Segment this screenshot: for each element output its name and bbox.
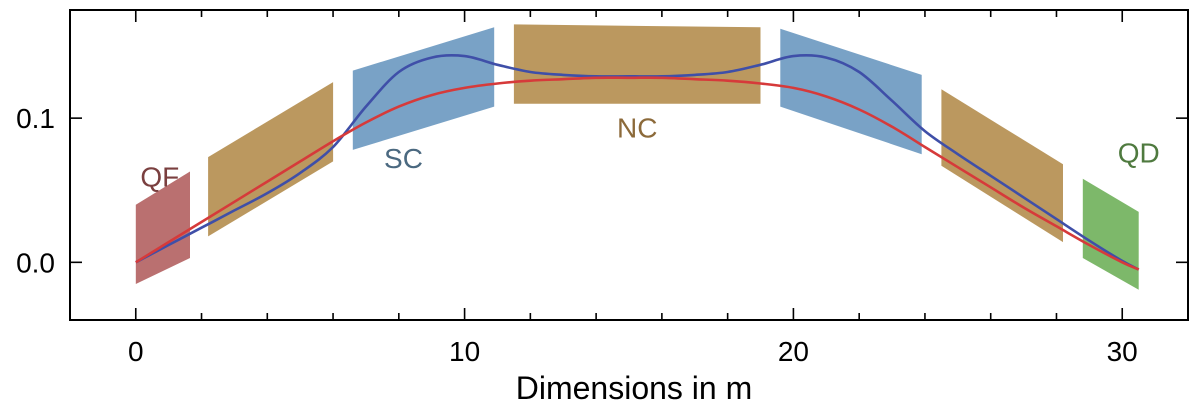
- region-sc: [352, 27, 495, 150]
- x-tick-label: 30: [1107, 336, 1138, 367]
- series-line-2: [135, 76, 1140, 271]
- region-layer: [135, 24, 1139, 290]
- region-label-qf: QF: [140, 162, 179, 193]
- x-tick-label: 0: [128, 336, 144, 367]
- series-layer: [135, 54, 1140, 271]
- plot-frame: [69, 9, 1189, 321]
- y-tick-label: 0.1: [16, 103, 55, 134]
- region-label-layer: QF SC NC QD: [140, 113, 1159, 193]
- region-qd: [1082, 178, 1139, 290]
- region-label-qd: QD: [1118, 138, 1160, 169]
- region-label-sc: SC: [384, 143, 423, 174]
- x-tick-label: 10: [449, 336, 480, 367]
- region-label-nc: NC: [617, 113, 657, 144]
- region-nc: [513, 24, 761, 104]
- x-axis-title: Dimensions in m: [516, 370, 753, 406]
- x-tick-label: 20: [778, 336, 809, 367]
- tick-layer: 0 10 20 30 0.0 0.1: [16, 10, 1188, 367]
- y-tick-label: 0.0: [16, 247, 55, 278]
- region-segment-5: [780, 28, 922, 155]
